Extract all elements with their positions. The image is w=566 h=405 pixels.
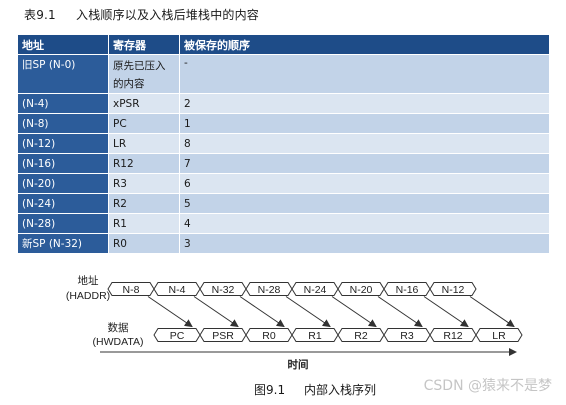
table-row: (N-28) R1 4	[18, 213, 549, 234]
hwdata-cycle: LR	[475, 328, 523, 342]
cell-order: 7	[179, 153, 549, 174]
hwdata-cycle-label: R0	[262, 330, 276, 342]
haddr-cycle-label: N-8	[123, 284, 140, 296]
cell-address: 新SP (N-32)	[18, 233, 109, 253]
figure-number: 图9.1	[254, 383, 286, 397]
haddr-label-en: (HADDR)	[66, 290, 110, 302]
watermark: CSDN @猿来不是梦	[423, 378, 552, 394]
address-to-data-arrow	[423, 296, 469, 328]
figure-title: 内部入栈序列	[304, 383, 377, 397]
hwdata-cycle: PC	[153, 328, 201, 342]
header-order: 被保存的顺序	[179, 35, 549, 55]
haddr-cycle-label: N-32	[212, 284, 235, 296]
cell-address: 旧SP (N-0)	[18, 54, 109, 94]
haddr-label-cn: 地址	[78, 274, 99, 287]
haddr-cycle: N-20	[337, 282, 385, 296]
cell-register: R2	[108, 193, 180, 214]
table-row: (N-4) xPSR 2	[18, 93, 549, 114]
cell-address: (N-16)	[18, 153, 109, 174]
cell-register: 原先已压入的内容	[108, 54, 180, 94]
transfer-arrows	[147, 296, 515, 328]
cell-order: 1	[179, 113, 549, 134]
haddr-cycle: N-32	[199, 282, 247, 296]
haddr-cycle: N-8	[107, 282, 155, 296]
hwdata-cycle-label: R1	[308, 330, 322, 342]
cell-order: 2	[179, 93, 549, 114]
haddr-cycle-label: N-28	[258, 284, 281, 296]
haddr-cycle-label: N-24	[304, 284, 327, 296]
haddr-cycle-label: N-20	[350, 284, 373, 296]
hwdata-label-en: (HWDATA)	[93, 336, 144, 348]
hwdata-label-cn: 数据	[108, 321, 129, 334]
cell-order: 6	[179, 173, 549, 194]
hwdata-cycle-label: R12	[443, 330, 462, 342]
table-number: 表9.1	[24, 8, 56, 22]
hwdata-row: PC PSR R0 R1 R2 R3 R12 LR	[153, 328, 523, 342]
table-row: (N-8) PC 1	[18, 113, 549, 134]
cell-order: 8	[179, 133, 549, 154]
hwdata-cycle: R2	[337, 328, 385, 342]
haddr-cycle: N-24	[291, 282, 339, 296]
haddr-cycle-label: N-16	[396, 284, 419, 296]
address-to-data-arrow	[331, 296, 377, 328]
hwdata-cycle-label: PSR	[212, 330, 234, 342]
time-axis-label: 时间	[288, 358, 309, 371]
hwdata-cycle: R0	[245, 328, 293, 342]
stack-table: 地址 寄存器 被保存的顺序 旧SP (N-0) 原先已压入的内容 - (N-4)…	[18, 35, 549, 253]
cell-address: (N-24)	[18, 193, 109, 214]
address-to-data-arrow	[147, 296, 193, 328]
cell-order: 4	[179, 213, 549, 234]
haddr-cycle: N-4	[153, 282, 201, 296]
hwdata-cycle-label: LR	[492, 330, 506, 342]
hwdata-cycle: PSR	[199, 328, 247, 342]
cell-register: LR	[108, 133, 180, 154]
hwdata-cycle-label: PC	[170, 330, 185, 342]
cell-register: xPSR	[108, 93, 180, 114]
hwdata-cycle-label: R3	[400, 330, 414, 342]
cell-register: R12	[108, 153, 180, 174]
header-register: 寄存器	[108, 35, 180, 55]
table-row: (N-24) R2 5	[18, 193, 549, 214]
haddr-cycle: N-12	[429, 282, 477, 296]
address-to-data-arrow	[239, 296, 285, 328]
cell-order: 3	[179, 233, 549, 253]
cell-address: (N-20)	[18, 173, 109, 194]
cell-register: PC	[108, 113, 180, 134]
table-row: (N-12) LR 8	[18, 133, 549, 154]
table-row: (N-16) R12 7	[18, 153, 549, 174]
cell-address: (N-12)	[18, 133, 109, 154]
hwdata-cycle: R3	[383, 328, 431, 342]
haddr-cycle: N-16	[383, 282, 431, 296]
cell-address: (N-28)	[18, 213, 109, 234]
hwdata-cycle: R1	[291, 328, 339, 342]
header-address: 地址	[18, 35, 109, 55]
haddr-cycle-label: N-12	[442, 284, 465, 296]
table-header-row: 地址 寄存器 被保存的顺序	[18, 35, 549, 55]
haddr-cycle: N-28	[245, 282, 293, 296]
hwdata-cycle-outline	[475, 328, 523, 342]
cell-address: (N-4)	[18, 93, 109, 114]
table-row: 新SP (N-32) R0 3	[18, 233, 549, 253]
cell-address: (N-8)	[18, 113, 109, 134]
haddr-row: N-8 N-4 N-32 N-28 N-24 N-20 N-16 N-12	[107, 282, 477, 296]
table-title: 入栈顺序以及入栈后堆栈中的内容	[76, 8, 260, 22]
haddr-cycle-label: N-4	[169, 284, 186, 296]
cell-order: -	[179, 54, 549, 94]
cell-register: R0	[108, 233, 180, 253]
table-row: 旧SP (N-0) 原先已压入的内容 -	[18, 54, 549, 94]
figure-caption: 图9.1 内部入栈序列	[254, 381, 376, 398]
table-caption: 表9.1 入栈顺序以及入栈后堆栈中的内容	[24, 6, 259, 23]
address-to-data-arrow	[285, 296, 331, 328]
cell-order: 5	[179, 193, 549, 214]
hwdata-cycle-label: R2	[354, 330, 368, 342]
cell-register: R1	[108, 213, 180, 234]
address-to-data-arrow	[377, 296, 423, 328]
hwdata-cycle: R12	[429, 328, 477, 342]
cell-register: R3	[108, 173, 180, 194]
address-to-data-arrow	[193, 296, 239, 328]
haddr-cycle-outline	[429, 282, 477, 296]
table-row: (N-20) R3 6	[18, 173, 549, 194]
address-to-data-arrow	[469, 296, 515, 328]
